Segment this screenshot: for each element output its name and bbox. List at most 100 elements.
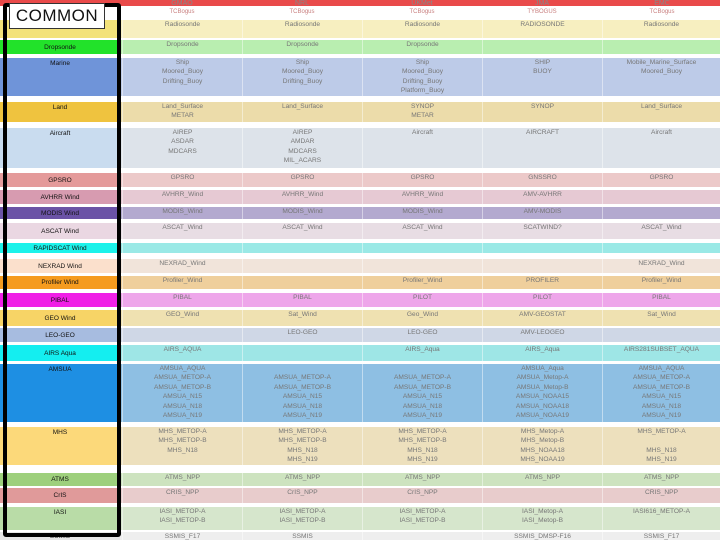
table-cell[interactable]: CRIS_NPP bbox=[122, 488, 242, 503]
table-cell[interactable]: Aircraft bbox=[602, 128, 720, 168]
table-cell[interactable]: Dropsonde bbox=[362, 40, 482, 54]
row-label[interactable]: MHS bbox=[0, 427, 120, 465]
table-cell[interactable]: SYNOP bbox=[482, 102, 602, 122]
row-label[interactable]: AVHRR Wind bbox=[0, 190, 120, 204]
table-cell[interactable] bbox=[242, 276, 362, 289]
table-cell[interactable]: PIBAL bbox=[242, 293, 362, 307]
table-cell[interactable]: LEO-GEO bbox=[242, 328, 362, 342]
table-cell[interactable]: Sat_Wind bbox=[242, 310, 362, 326]
table-cell[interactable]: IASI_METOP-A IASI_METOP-B bbox=[122, 507, 242, 530]
table-cell[interactable]: SYNOP METAR bbox=[362, 102, 482, 122]
table-cell[interactable]: Profiler_Wind bbox=[122, 276, 242, 289]
table-cell[interactable]: CRIS_NPP bbox=[602, 488, 720, 503]
row-label[interactable]: ASCAT Wind bbox=[0, 223, 120, 239]
table-cell[interactable]: AIREP AMDAR MDCARS MIL_ACARS bbox=[242, 128, 362, 168]
row-label[interactable]: PIBAL bbox=[0, 293, 120, 307]
table-cell[interactable]: IASI_METOP-A IASI_METOP-B bbox=[242, 507, 362, 530]
table-cell[interactable]: IASI_METOP-A IASI_METOP-B bbox=[362, 507, 482, 530]
table-cell[interactable]: PIBAL bbox=[122, 293, 242, 307]
table-cell[interactable]: AVHRR_Wind bbox=[242, 190, 362, 204]
table-cell[interactable]: AMSUA_METOP-A AMSUA_METOP-B AMSUA_N15 AMSUA… bbox=[242, 364, 362, 422]
table-cell[interactable]: MHS_METOP-A MHS_N18 MHS_N19 bbox=[602, 427, 720, 465]
table-cell[interactable]: IASI_Metop-A IASI_Metop-B bbox=[482, 507, 602, 530]
row-label[interactable]: MODIS Wind bbox=[0, 207, 120, 219]
table-cell[interactable]: Radiosonde bbox=[602, 20, 720, 38]
table-cell[interactable]: Land_Surface bbox=[602, 102, 720, 122]
table-cell[interactable] bbox=[602, 328, 720, 342]
row-label[interactable]: IASI bbox=[0, 507, 120, 530]
row-label[interactable]: NEXRAD Wind bbox=[0, 259, 120, 273]
table-cell[interactable]: GPSRO bbox=[122, 173, 242, 187]
table-cell[interactable]: AVHRR_Wind bbox=[122, 190, 242, 204]
table-cell[interactable]: AIRS_AQUA bbox=[122, 345, 242, 361]
table-cell[interactable] bbox=[362, 259, 482, 273]
table-cell[interactable] bbox=[362, 532, 482, 540]
row-label[interactable]: LEO-GEO bbox=[0, 328, 120, 342]
table-cell[interactable]: AMSUA_Aqua AMSUA_Metop-A AMSUA_Metop-B AMSU… bbox=[482, 364, 602, 422]
table-cell[interactable]: CrIS_NPP bbox=[362, 488, 482, 503]
table-cell[interactable]: NEXRAD_Wind bbox=[122, 259, 242, 273]
table-cell[interactable]: PILOT bbox=[482, 293, 602, 307]
table-cell[interactable]: AIRS281SUBSET_AQUA bbox=[602, 345, 720, 361]
table-cell[interactable] bbox=[482, 488, 602, 503]
table-cell[interactable] bbox=[602, 190, 720, 204]
table-cell[interactable]: Dropsonde bbox=[122, 40, 242, 54]
table-cell[interactable]: SSMIS_F17 bbox=[602, 532, 720, 540]
table-cell[interactable] bbox=[482, 243, 602, 253]
table-cell[interactable]: ATMS_NPP bbox=[362, 473, 482, 486]
table-cell[interactable]: Aircraft bbox=[362, 128, 482, 168]
table-cell[interactable]: AIREP ASDAR MDCARS bbox=[122, 128, 242, 168]
row-label[interactable]: ATMS bbox=[0, 473, 120, 486]
table-cell[interactable]: AVHRR_Wind bbox=[362, 190, 482, 204]
table-cell[interactable]: MHS_METOP-A MHS_METOP-B MHS_N18 MHS_N19 bbox=[362, 427, 482, 465]
table-cell[interactable]: Mobile_Marine_Surface Moored_Buoy bbox=[602, 58, 720, 96]
table-cell[interactable] bbox=[482, 40, 602, 54]
table-cell[interactable]: ATMS_NPP bbox=[242, 473, 362, 486]
table-cell[interactable]: SSMIS bbox=[242, 532, 362, 540]
table-cell[interactable]: SSMIS_DMSP-F16 bbox=[482, 532, 602, 540]
table-cell[interactable]: MHS_METOP-A MHS_METOP-B MHS_N18 bbox=[122, 427, 242, 465]
table-cell[interactable]: Ship Moored_Buoy Drifting_Buoy bbox=[122, 58, 242, 96]
row-label[interactable]: Profiler Wind bbox=[0, 276, 120, 289]
table-cell[interactable]: Sat_Wind bbox=[602, 310, 720, 326]
table-cell[interactable]: SCATWIND? bbox=[482, 223, 602, 239]
table-cell[interactable]: AIRS_Aqua bbox=[482, 345, 602, 361]
row-label[interactable]: Dropsonde bbox=[0, 40, 120, 54]
table-cell[interactable]: MODIS_Wind bbox=[362, 207, 482, 219]
table-cell[interactable]: ATMS_NPP bbox=[122, 473, 242, 486]
table-cell[interactable]: AIRS_Aqua bbox=[362, 345, 482, 361]
table-cell[interactable]: GEO_Wind bbox=[122, 310, 242, 326]
table-cell[interactable]: ASCAT_Wind bbox=[242, 223, 362, 239]
table-cell[interactable]: AIRCRAFT bbox=[482, 128, 602, 168]
table-cell[interactable]: Land_Surface METAR bbox=[122, 102, 242, 122]
table-cell[interactable] bbox=[362, 243, 482, 253]
table-cell[interactable]: GPSRO bbox=[602, 173, 720, 187]
table-cell[interactable]: Ship Moored_Buoy Drifting_Buoy Platform_Buo… bbox=[362, 58, 482, 96]
row-label[interactable]: GEO Wind bbox=[0, 310, 120, 326]
table-cell[interactable]: PIBAL bbox=[602, 293, 720, 307]
table-cell[interactable]: PILOT bbox=[362, 293, 482, 307]
table-cell[interactable]: Radiosonde bbox=[242, 20, 362, 38]
table-cell[interactable]: AMV-AVHRR bbox=[482, 190, 602, 204]
table-cell[interactable]: LEO-GEO bbox=[362, 328, 482, 342]
row-label[interactable]: AMSUA bbox=[0, 364, 120, 422]
table-cell[interactable]: Radiosonde bbox=[362, 20, 482, 38]
table-cell[interactable]: GPSRO bbox=[242, 173, 362, 187]
table-cell[interactable]: AMSUA_AQUA AMSUA_METOP-A AMSUA_METOP-B AMSU… bbox=[122, 364, 242, 422]
table-cell[interactable] bbox=[242, 345, 362, 361]
table-cell[interactable]: IASI616_METOP-A bbox=[602, 507, 720, 530]
table-cell[interactable]: CrIS_NPP bbox=[242, 488, 362, 503]
table-cell[interactable] bbox=[602, 40, 720, 54]
table-cell[interactable]: MODIS_Wind bbox=[242, 207, 362, 219]
table-cell[interactable]: RADIOSONDE bbox=[482, 20, 602, 38]
table-cell[interactable]: ASCAT_Wind bbox=[122, 223, 242, 239]
table-cell[interactable]: AMSUA_METOP-A AMSUA_METOP-B AMSUA_N15 AMSUA… bbox=[362, 364, 482, 422]
table-cell[interactable] bbox=[602, 243, 720, 253]
table-cell[interactable]: AMV-MODIS bbox=[482, 207, 602, 219]
table-cell[interactable] bbox=[602, 207, 720, 219]
table-cell[interactable]: GNSSRO bbox=[482, 173, 602, 187]
row-label[interactable]: CrIS bbox=[0, 488, 120, 503]
table-cell[interactable]: Dropsonde bbox=[242, 40, 362, 54]
row-label[interactable]: AIRS Aqua bbox=[0, 345, 120, 361]
table-cell[interactable]: Profiler_Wind bbox=[362, 276, 482, 289]
